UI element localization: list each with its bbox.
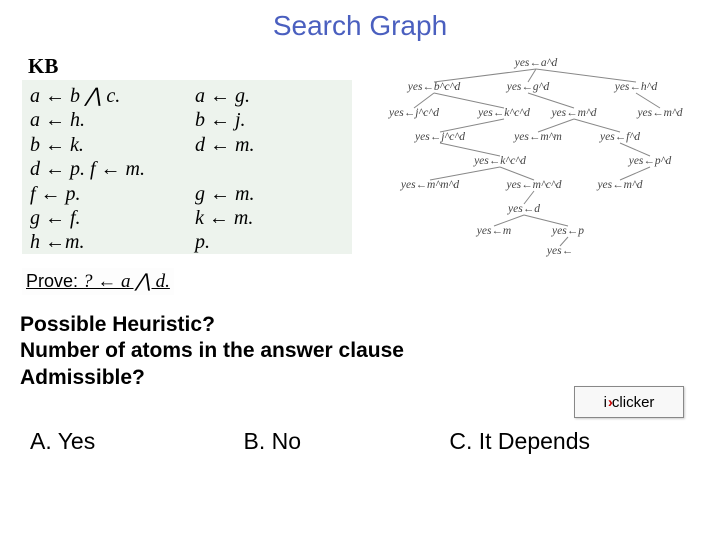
kb-box: a ← b ⋀ c.a ← g. a ← h.b ← j. b ← k.d ← … [22,80,352,254]
svg-text:yes←g^d: yes←g^d [506,81,550,93]
svg-text:yes←m^d: yes←m^d [636,107,682,119]
svg-text:yes←m^c^d: yes←m^c^d [505,179,561,191]
svg-text:yes←h^d: yes←h^d [614,81,658,93]
iclicker-logo: i›clicker [574,386,684,418]
svg-text:yes←d: yes←d [507,203,540,215]
kb-rule: a ← g. [195,84,250,108]
kb-rule: f ← p. [30,182,195,206]
iclicker-arrow-icon: › [608,394,611,411]
svg-text:yes←m: yes←m [476,225,512,237]
svg-text:yes←a^d: yes←a^d [514,57,558,69]
kb-rule: d ← m. [195,133,254,157]
option-c[interactable]: C. It Depends [449,428,590,455]
heuristic-line: Number of atoms in the answer clause [20,338,404,364]
search-tree: yes←a^d yes←b^c^d yes←g^d yes←h^d yes←j^c^d y… [360,54,712,264]
svg-text:yes←k^c^d: yes←k^c^d [477,107,530,119]
kb-rule: h ←m. [30,230,195,254]
kb-rule: b ← k. [30,133,195,157]
svg-text:yes←f^d: yes←f^d [599,131,640,143]
option-a[interactable]: A. Yes [30,428,95,455]
kb-rule: p. [195,230,210,254]
kb-rule: b ← j. [195,108,246,132]
heuristic-block: Possible Heuristic? Number of atoms in t… [20,312,404,391]
kb-rule: k ← m. [195,206,253,230]
answer-options: A. Yes B. No C. It Depends [30,428,590,455]
option-b[interactable]: B. No [244,428,302,455]
page-title: Search Graph [0,0,720,42]
kb-rule: g ← m. [195,182,254,206]
heuristic-line: Admissible? [20,365,404,391]
iclicker-text: clicker [612,394,655,411]
kb-rule: d ← p. f ← m. [30,157,195,181]
heuristic-line: Possible Heuristic? [20,312,404,338]
kb-rule: g ← f. [30,206,195,230]
svg-text:yes←m^m^d: yes←m^m^d [400,179,459,191]
kb-rule: a ← b ⋀ c. [30,84,195,108]
svg-text:yes←j^c^d: yes←j^c^d [388,107,439,119]
svg-text:yes←b^c^d: yes←b^c^d [407,81,461,93]
svg-text:yes←m^m: yes←m^m [513,131,562,143]
svg-text:yes←: yes← [546,245,573,257]
svg-text:yes←j^c^d: yes←j^c^d [414,131,465,143]
svg-text:yes←m^d: yes←m^d [596,179,642,191]
svg-text:yes←p: yes←p [551,225,584,237]
prove-expr: ? ← a ⋀ d. [83,271,170,292]
kb-rule: a ← h. [30,108,195,132]
svg-text:yes←k^c^d: yes←k^c^d [473,155,526,167]
svg-text:yes←p^d: yes←p^d [628,155,672,167]
kb-header: KB [28,54,58,79]
iclicker-i: i [604,394,607,411]
prove-prefix: Prove: [26,271,83,291]
prove-line: Prove: ? ← a ⋀ d. [22,268,174,295]
svg-text:yes←m^d: yes←m^d [550,107,596,119]
